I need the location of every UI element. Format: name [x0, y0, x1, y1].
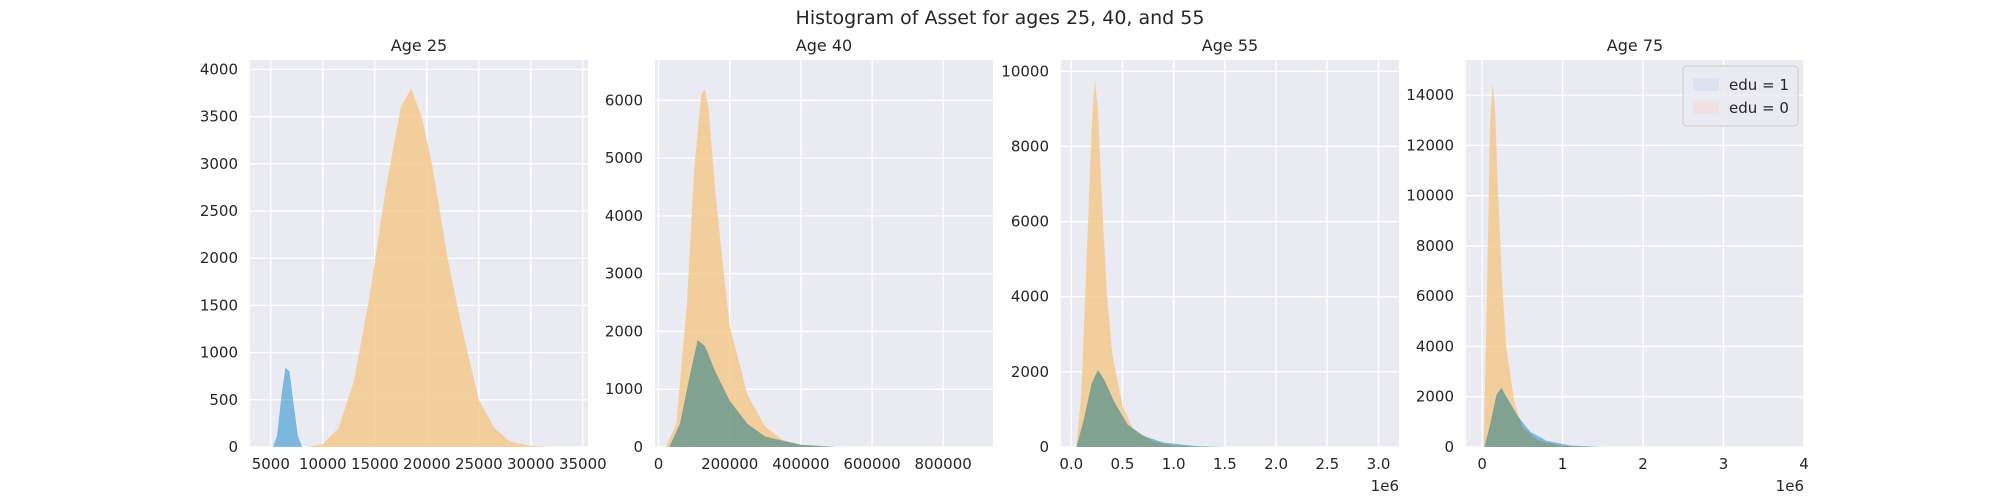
histogram-area-edu0 — [307, 88, 552, 447]
x-offset-label: 1e6 — [1776, 477, 1804, 495]
y-tick-label: 0 — [1039, 438, 1049, 456]
x-tick-label: 1.0 — [1162, 455, 1186, 473]
y-tick-label: 12000 — [1406, 136, 1454, 154]
x-tick-label: 3 — [1719, 455, 1729, 473]
legend-entry: edu = 1 — [1729, 76, 1789, 94]
figure-title: Histogram of Asset for ages 25, 40, and … — [796, 7, 1205, 29]
y-tick-label: 2000 — [200, 249, 238, 267]
x-tick-label: 1.5 — [1213, 455, 1237, 473]
y-tick-label: 2000 — [1416, 388, 1454, 406]
subplot-4: Age 75 0 1 2 3 4 0 2000 4000 6000 8000 10000 12000 14… — [1406, 36, 1808, 495]
histogram-area-edu0 — [1076, 78, 1205, 447]
y-tick-label: 0 — [633, 438, 643, 456]
x-tick-label: 4 — [1799, 455, 1809, 473]
subplot-2: Age 40 0 200000 400000 600000 800000 0 1000 2000… — [605, 36, 993, 473]
subplot-title: Age 40 — [796, 36, 852, 55]
y-tick-label: 1000 — [605, 380, 643, 398]
x-tick-label: 25000 — [455, 455, 503, 473]
x-tick-label: 0 — [654, 455, 664, 473]
y-tick-label: 3000 — [200, 155, 238, 173]
subplot-title: Age 75 — [1607, 36, 1663, 55]
legend-frame — [1682, 65, 1799, 127]
x-tick-label: 400000 — [772, 455, 829, 473]
x-tick-label: 0.5 — [1111, 455, 1135, 473]
x-tick-label: 2.0 — [1264, 455, 1288, 473]
y-tick-label: 1000 — [200, 344, 238, 362]
y-tick-label: 500 — [209, 391, 238, 409]
legend-swatch — [1693, 101, 1719, 114]
y-tick-label: 6000 — [1416, 287, 1454, 305]
x-tick-label: 2 — [1638, 455, 1648, 473]
x-tick-label: 2.5 — [1315, 455, 1339, 473]
subplot-title: Age 55 — [1202, 36, 1258, 55]
x-tick-label: 35000 — [559, 455, 607, 473]
x-tick-label: 200000 — [701, 455, 758, 473]
x-offset-label: 1e6 — [1371, 477, 1399, 495]
x-tick-label: 30000 — [507, 455, 555, 473]
y-tick-label: 4000 — [200, 60, 238, 78]
y-tick-label: 0 — [228, 438, 238, 456]
y-tick-label: 14000 — [1406, 86, 1454, 104]
x-tick-label: 1 — [1558, 455, 1568, 473]
histogram-area-edu1 — [1484, 387, 1603, 447]
x-tick-label: 3.0 — [1367, 455, 1391, 473]
y-tick-label: 0 — [1444, 438, 1454, 456]
x-tick-label: 600000 — [843, 455, 900, 473]
y-tick-label: 2000 — [1011, 363, 1049, 381]
y-tick-label: 8000 — [1416, 237, 1454, 255]
histogram-area-edu1 — [669, 340, 837, 447]
y-tick-label: 2500 — [200, 202, 238, 220]
y-tick-label: 2000 — [605, 322, 643, 340]
x-tick-label: 0 — [1477, 455, 1487, 473]
y-tick-label: 4000 — [605, 207, 643, 225]
y-tick-label: 10000 — [1001, 62, 1049, 80]
x-tick-label: 0.0 — [1059, 455, 1083, 473]
legend: edu = 1 edu = 0 — [1682, 65, 1799, 127]
histogram-area-edu1 — [1076, 369, 1225, 447]
x-tick-label: 20000 — [403, 455, 451, 473]
x-tick-label: 5000 — [252, 455, 290, 473]
y-tick-label: 8000 — [1011, 137, 1049, 155]
histogram-area-edu1 — [272, 367, 302, 447]
y-tick-label: 1500 — [200, 296, 238, 314]
x-tick-label: 10000 — [299, 455, 347, 473]
y-tick-label: 3500 — [200, 108, 238, 126]
x-tick-label: 800000 — [915, 455, 972, 473]
y-tick-label: 5000 — [605, 149, 643, 167]
legend-swatch — [1693, 78, 1719, 91]
y-tick-label: 3000 — [605, 265, 643, 283]
y-tick-label: 6000 — [1011, 213, 1049, 231]
subplot-3: Age 55 0.0 0.5 1.0 1.5 2.0 2.5 3.0 0 2000 4000 6000… — [1001, 36, 1399, 495]
y-tick-label: 6000 — [605, 91, 643, 109]
legend-entry: edu = 0 — [1729, 99, 1789, 117]
y-tick-label: 4000 — [1416, 337, 1454, 355]
y-tick-label: 10000 — [1406, 187, 1454, 205]
x-tick-label: 15000 — [351, 455, 399, 473]
subplot-title: Age 25 — [391, 36, 447, 55]
y-tick-label: 4000 — [1011, 288, 1049, 306]
